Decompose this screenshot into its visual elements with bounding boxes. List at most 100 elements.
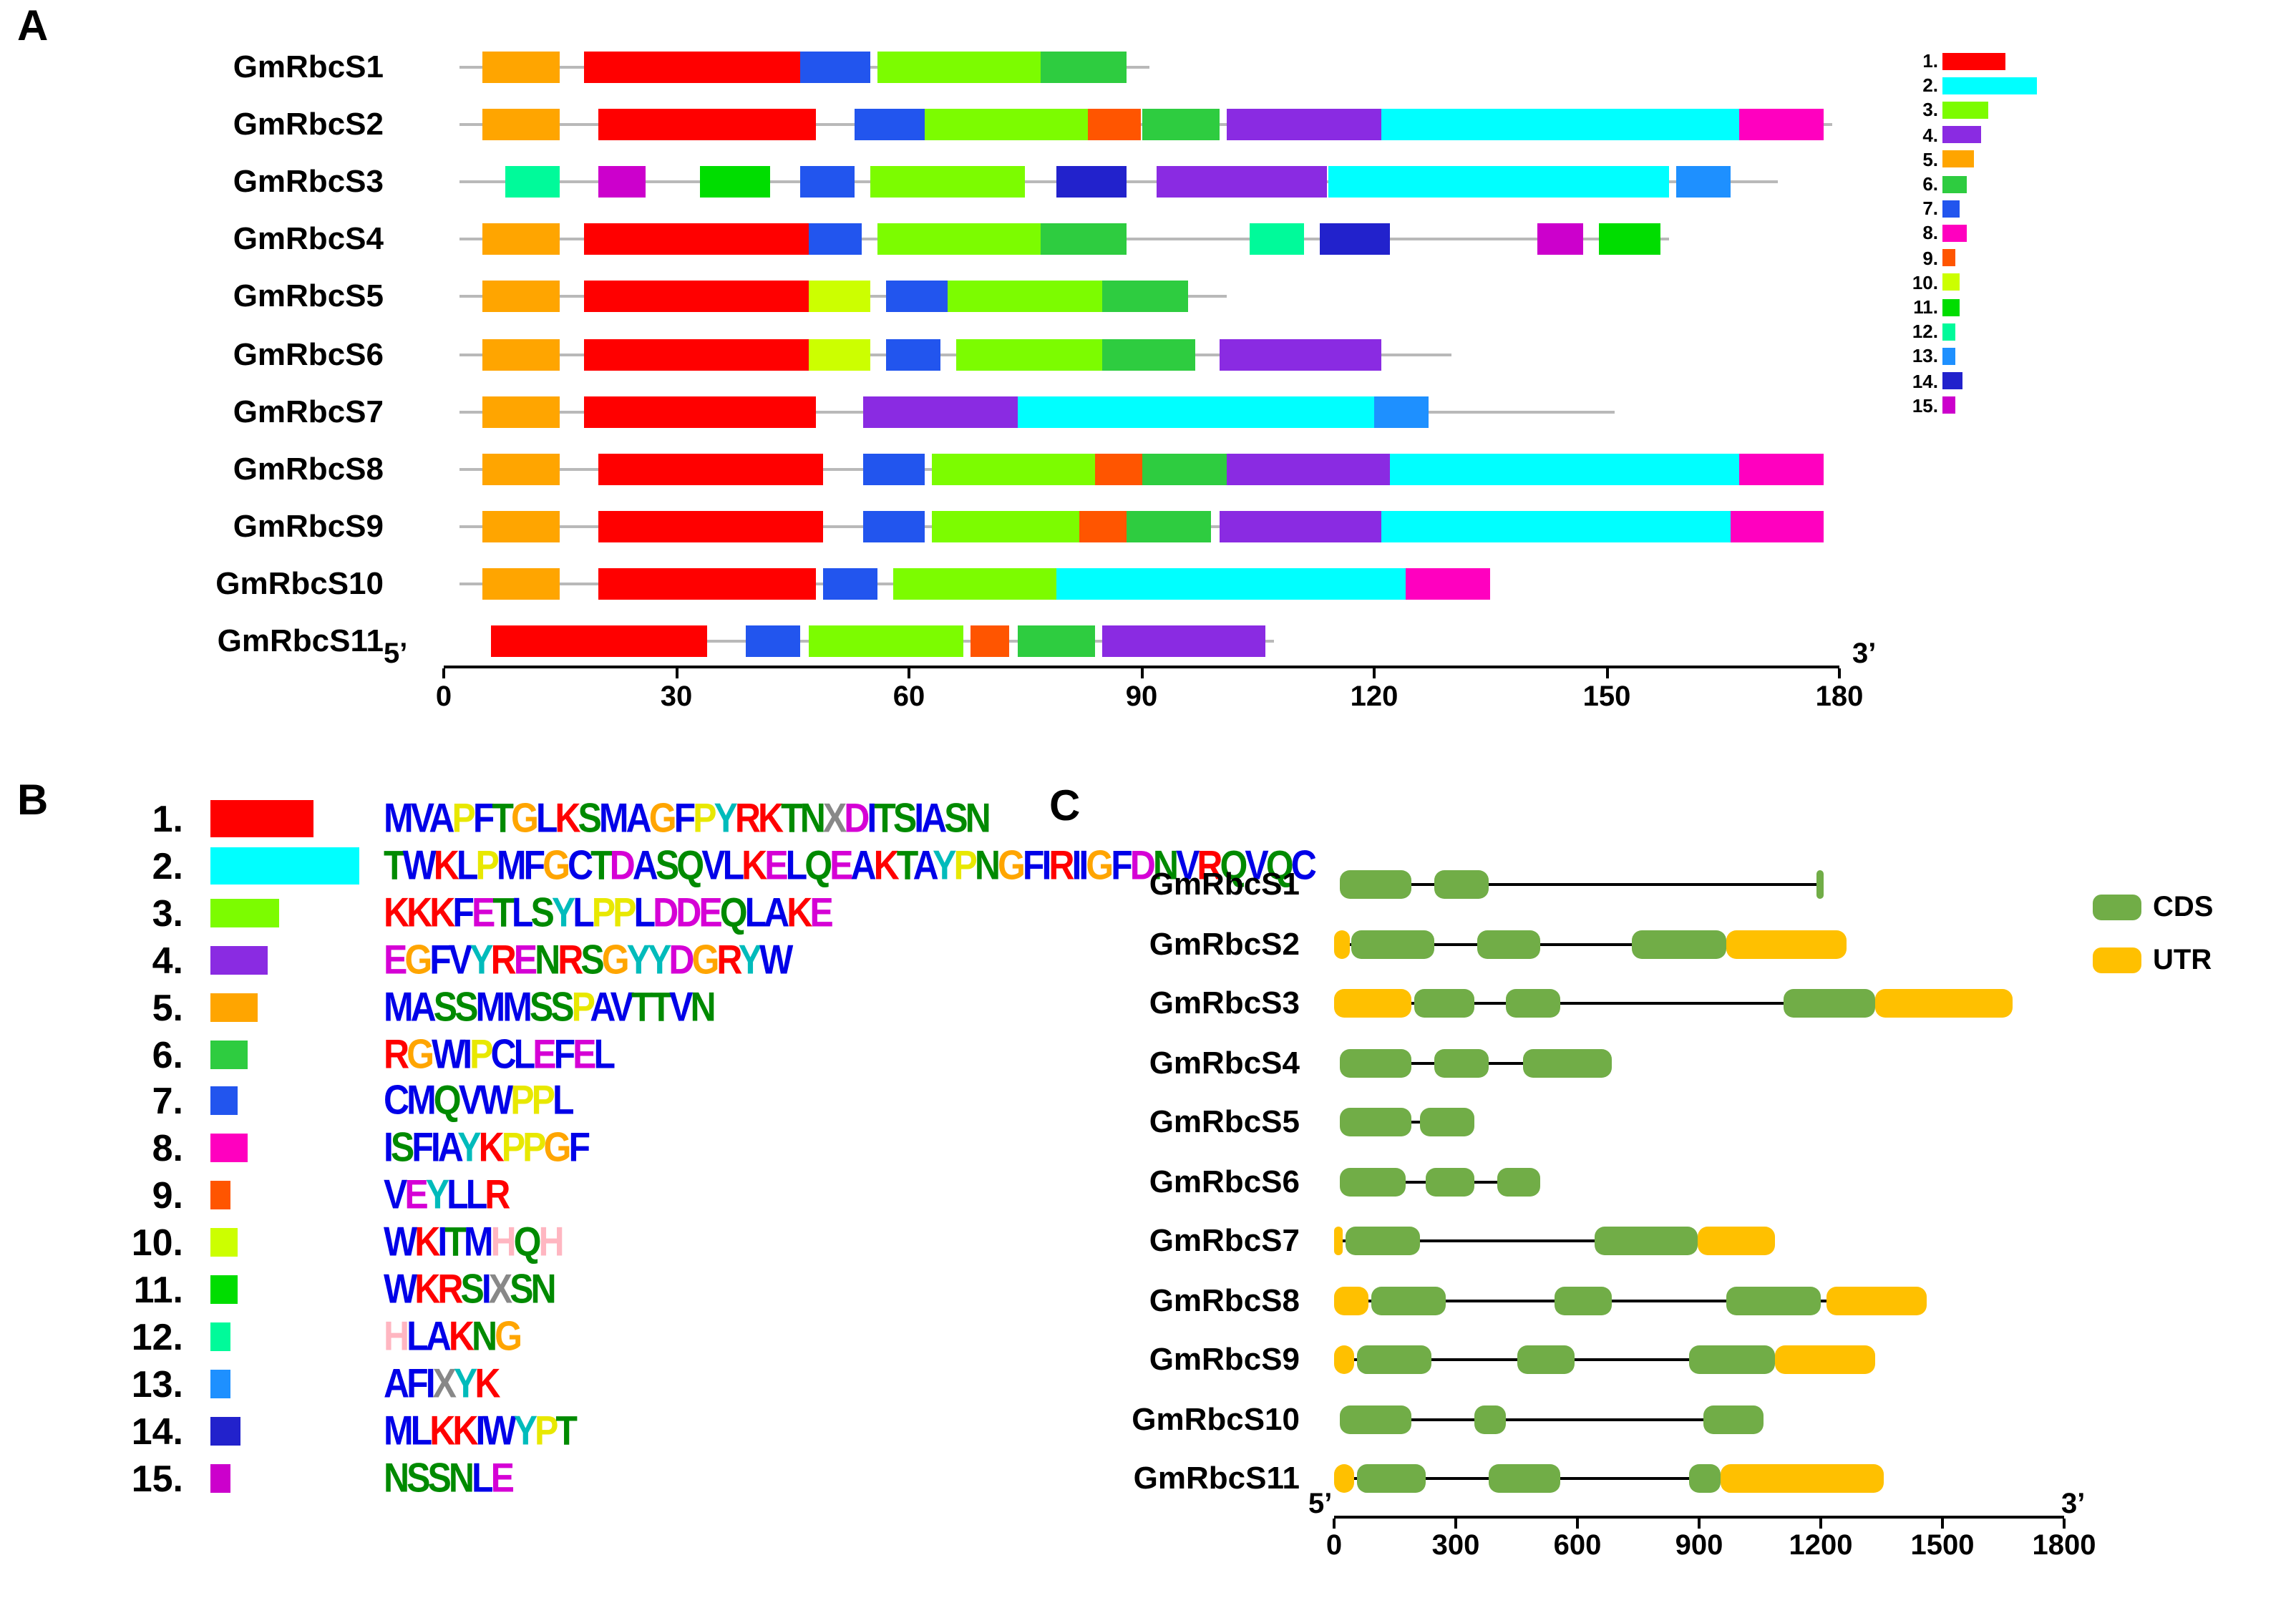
gene-row-c: GmRbcS11 — [0, 1460, 2296, 1497]
legend-a-swatch-motif-2 — [1942, 77, 2037, 94]
logo-letter: L — [410, 1408, 433, 1454]
axis-c-3prime-label: 3’ — [2061, 1488, 2086, 1520]
feature-cds-box — [1356, 1464, 1426, 1493]
gene-name: GmRbcS6 — [1149, 1163, 1300, 1199]
logo-letter: V — [458, 1078, 482, 1124]
legend-a-item: 15. — [1887, 394, 1955, 418]
logo-letter: S — [427, 1454, 452, 1501]
logo-letter: Q — [513, 1219, 542, 1266]
logo-letter: F — [523, 842, 546, 889]
gene-name: GmRbcS7 — [1149, 1222, 1300, 1258]
logo-letter: M — [502, 983, 532, 1030]
feature-cds-box — [1506, 989, 1561, 1018]
axis-c-tick — [1576, 1519, 1579, 1529]
motif-7-box — [808, 223, 862, 255]
axis-c-tick-label: 1200 — [1789, 1530, 1853, 1561]
logo-letter: G — [1086, 842, 1114, 889]
logo-letter: K — [384, 890, 409, 936]
feature-cds-box — [1351, 930, 1434, 958]
logo-letter: K — [414, 1266, 440, 1313]
logo-letter: P — [510, 1078, 534, 1124]
logo-letter: E — [699, 890, 722, 936]
feature-cds-box — [1345, 1227, 1421, 1255]
legend-a-swatch-motif-11 — [1942, 298, 1960, 316]
logo-letter: N — [535, 937, 560, 983]
motif-7-box — [862, 453, 925, 485]
feature-cds-box — [1688, 1464, 1721, 1493]
motif-1-box — [583, 396, 816, 428]
logo-letter: S — [944, 795, 968, 842]
motif-number: 4. — [152, 938, 183, 982]
logo-letter: E — [830, 842, 853, 889]
feature-cds-box — [1474, 1405, 1507, 1433]
feature-utr-box — [1334, 1286, 1369, 1315]
legend-utr-label: UTR — [2153, 944, 2212, 975]
motif-swatch-1 — [210, 800, 313, 837]
motif-4-box — [1219, 510, 1382, 542]
logo-letter: L — [407, 1313, 429, 1360]
motif-7-box — [823, 567, 878, 600]
legend-a-swatch-motif-12 — [1942, 323, 1955, 341]
gene-row-c: GmRbcS10 — [0, 1400, 2296, 1438]
logo-letter: Y — [626, 937, 651, 983]
logo-letter: L — [785, 842, 808, 889]
axis-a-tick — [675, 668, 678, 678]
motif-4-box — [862, 396, 1018, 428]
motif-swatch-12 — [210, 1322, 230, 1351]
motif-logo-row: 5. MASSMMSSPAVTTVN — [0, 983, 2296, 1030]
logo-letter: D — [668, 937, 694, 983]
logo-letter: K — [555, 795, 580, 842]
motif-number: 7. — [152, 1079, 183, 1123]
legend-a-item: 6. — [1887, 172, 1967, 196]
gene-name: GmRbcS6 — [233, 336, 384, 371]
logo-letter: S — [655, 842, 679, 889]
logo-letter: G — [404, 937, 432, 983]
motif-1-box — [583, 223, 809, 255]
motif-6-box — [1041, 52, 1127, 83]
logo-letter: M — [384, 795, 414, 842]
feature-utr-box — [1698, 1227, 1775, 1255]
logo-letter: Y — [453, 1360, 477, 1407]
logo-letter: E — [764, 842, 788, 889]
logo-letter: V — [1245, 842, 1268, 889]
logo-letter: F — [673, 795, 696, 842]
legend-a-item: 12. — [1887, 319, 1955, 344]
gene-name: GmRbcS9 — [1149, 1341, 1300, 1377]
motif-5-box — [482, 223, 560, 255]
gene-name: GmRbcS5 — [233, 278, 384, 314]
logo-letter: S — [529, 983, 553, 1030]
logo-letter: W — [759, 937, 793, 983]
logo-letter: A — [384, 1360, 409, 1407]
gene-row-a: GmRbcS11 — [0, 623, 2296, 660]
axis-c-tick — [1333, 1519, 1336, 1529]
gene-name: GmRbcS3 — [1149, 985, 1300, 1020]
axis-a-tick — [1838, 668, 1841, 678]
motif-5-box — [482, 52, 560, 83]
motif-1-box — [598, 510, 824, 542]
logo-letter: Y — [933, 842, 956, 889]
logo-letter: T — [631, 983, 653, 1030]
logo-letter: X — [822, 795, 847, 842]
motif-10-box — [808, 338, 870, 370]
logo-letter: F — [1022, 842, 1045, 889]
gene-row-a: GmRbcS10 — [0, 565, 2296, 603]
motif-logo-row: 8. ISFIAYKPPGF — [0, 1125, 2296, 1171]
logo-letter: D — [676, 890, 701, 936]
logo-letter: D — [609, 842, 636, 889]
logo-letter: C — [567, 842, 593, 889]
logo-letter: L — [447, 1172, 469, 1219]
feature-utr-box — [1721, 1464, 1884, 1493]
logo-letter: Q — [1265, 842, 1294, 889]
logo-letter: R — [490, 937, 517, 983]
logo-letter: G — [601, 937, 630, 983]
logo-letter: P — [501, 1125, 525, 1171]
motif-number: 3. — [152, 891, 183, 935]
logo-letter: G — [648, 795, 677, 842]
panel-c-label: C — [1049, 783, 1081, 830]
logo-letter: T — [492, 795, 514, 842]
gene-name: GmRbcS1 — [233, 49, 384, 84]
gene-name: GmRbcS4 — [1149, 1044, 1300, 1080]
logo-letter: G — [495, 1313, 522, 1360]
